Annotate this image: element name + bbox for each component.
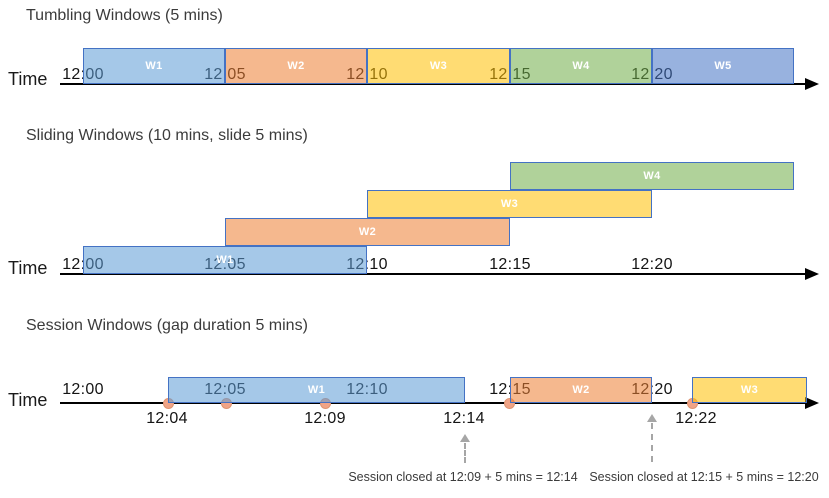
event-time-label: 12:14	[443, 410, 485, 427]
window-box-w5: W5	[652, 48, 794, 84]
event-time-label: 12:04	[146, 410, 188, 427]
tick-label: 12:15	[489, 256, 531, 273]
annotation-text: Session closed at 12:09 + 5 mins = 12:14	[348, 470, 578, 484]
axis-arrowhead-icon	[805, 397, 819, 409]
event-time-label: 12:22	[675, 410, 717, 427]
window-box-w4: W4	[510, 48, 652, 84]
section-title: Sliding Windows (10 mins, slide 5 mins)	[26, 127, 308, 144]
window-label: W3	[740, 384, 759, 396]
timeline-axis	[60, 273, 806, 275]
time-axis-label: Time	[8, 69, 48, 89]
tick-label: 12:00	[62, 381, 104, 398]
tick-label: 12:20	[631, 256, 673, 273]
window-label: W5	[714, 60, 732, 72]
window-label: W1	[307, 384, 326, 396]
window-box-w3: W3	[367, 190, 652, 218]
window-label: W2	[287, 60, 305, 72]
window-box-w2: W2	[510, 377, 652, 403]
window-label: W1	[216, 254, 234, 266]
up-arrow-icon	[647, 414, 657, 422]
event-time-label: 12:09	[304, 410, 346, 427]
window-box-w2: W2	[225, 48, 367, 84]
timeline-axis	[60, 83, 806, 85]
window-label: W2	[572, 384, 590, 396]
window-label: W1	[145, 60, 163, 72]
event-dot	[504, 398, 515, 409]
up-arrow-icon	[460, 434, 470, 442]
window-box-w1: W1	[83, 246, 367, 274]
window-label: W3	[500, 198, 519, 210]
window-label: W2	[358, 226, 377, 238]
axis-arrowhead-icon	[805, 268, 819, 280]
window-label: W4	[643, 170, 661, 182]
window-box-w2: W2	[225, 218, 510, 246]
dashed-arrow-line	[464, 443, 466, 463]
section-title: Tumbling Windows (5 mins)	[26, 7, 223, 24]
window-box-w1: W1	[168, 377, 465, 403]
time-axis-label: Time	[8, 258, 48, 278]
window-box-w4: W4	[510, 162, 794, 190]
timeline-axis	[60, 402, 806, 404]
window-box-w1: W1	[83, 48, 225, 84]
window-box-w3: W3	[692, 377, 807, 403]
annotation-text: Session closed at 12:15 + 5 mins = 12:20	[589, 470, 819, 484]
window-label: W3	[429, 60, 448, 72]
dashed-arrow-line	[651, 423, 653, 462]
axis-arrowhead-icon	[805, 78, 819, 90]
window-label: W4	[572, 60, 590, 72]
section-title: Session Windows (gap duration 5 mins)	[26, 317, 308, 334]
time-axis-label: Time	[8, 390, 48, 410]
window-box-w3: W3	[367, 48, 510, 84]
